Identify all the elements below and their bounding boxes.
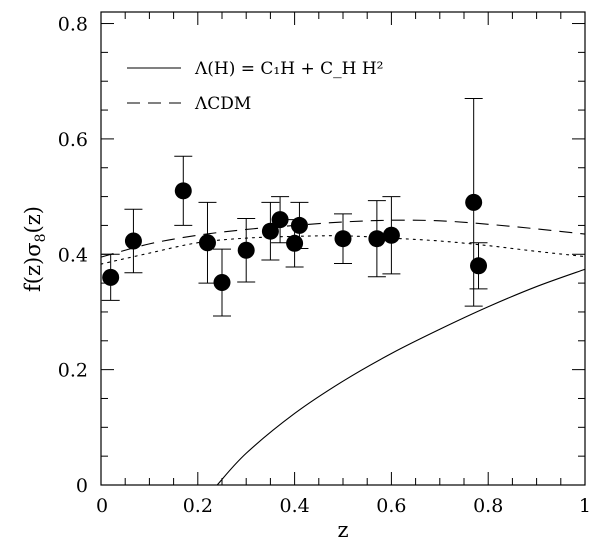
error-bars: [101, 98, 488, 317]
data-point: [213, 274, 231, 292]
data-points: [102, 182, 488, 292]
lcdm-curve: [100, 219, 586, 258]
y-tick-label: 0.6: [58, 129, 88, 151]
y-tick-label: 0.2: [58, 360, 88, 382]
data-point: [465, 193, 483, 211]
y-tick-label: 0.4: [58, 244, 88, 266]
data-point: [271, 211, 289, 229]
data-point: [124, 232, 142, 250]
data-point: [261, 222, 279, 240]
legend-label-lcdm: ΛCDM: [194, 94, 251, 114]
x-tick-label: 0.6: [376, 495, 406, 517]
data-point: [174, 182, 192, 200]
legend: Λ(H) = C₁H + C_H H² ΛCDM: [127, 59, 384, 114]
x-tick-label: 1: [579, 495, 591, 517]
x-tick-label: 0.4: [279, 495, 309, 517]
x-tick-label: 0.2: [183, 495, 213, 517]
data-point: [102, 268, 120, 286]
y-axis-title: f(z)σ8(z): [21, 206, 49, 292]
x-tick-label: 0.8: [473, 495, 503, 517]
lambda-h-model-curve: [216, 268, 586, 486]
x-axis-title: z: [337, 518, 348, 542]
y-tick-label: 0: [76, 475, 88, 497]
x-tick-label: 0: [96, 495, 108, 517]
data-point: [237, 241, 255, 259]
data-point: [198, 234, 216, 252]
data-point: [290, 216, 308, 234]
legend-label-model: Λ(H) = C₁H + C_H H²: [194, 59, 384, 79]
data-point: [368, 230, 386, 248]
data-point: [334, 230, 352, 248]
data-point: [470, 257, 488, 275]
data-point: [286, 234, 304, 252]
data-point: [382, 226, 400, 244]
y-tick-label: 0.8: [58, 14, 88, 36]
axis-tick-labels: 0 0.2 0.4 0.6 0.8 1 0 0.2 0.4 0.6 0.8: [58, 14, 591, 517]
